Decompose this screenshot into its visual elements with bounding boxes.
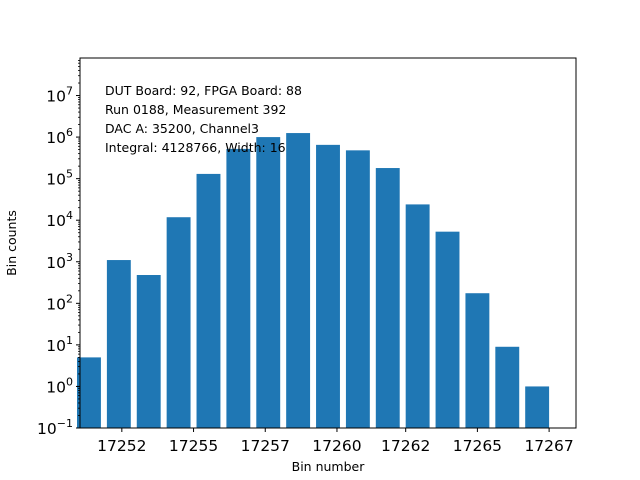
annotation-line: DUT Board: 92, FPGA Board: 88 (105, 83, 302, 98)
y-tick-label: 100 (46, 375, 73, 396)
bar-17258 (286, 133, 311, 428)
bars-group (77, 133, 550, 429)
x-axis-ticks: 17252 17255 17257 17260 17262 17265 17267 (97, 428, 574, 455)
bar-17259 (316, 144, 340, 429)
x-tick-label: 17260 (312, 437, 361, 455)
bar-17257 (256, 137, 281, 428)
bar-17261 (375, 168, 400, 429)
y-tick-label: 10−1 (37, 417, 73, 438)
bar-17266 (525, 386, 550, 428)
annotation-line: Integral: 4128766, Width: 16 (105, 140, 286, 155)
x-tick-label: 17252 (97, 437, 146, 455)
y-tick-label: 103 (46, 251, 73, 272)
bar-17264 (465, 293, 490, 428)
bar-17251 (77, 357, 101, 428)
x-tick-label: 17267 (524, 437, 573, 455)
x-tick-label: 17255 (169, 437, 218, 455)
annotation-line: DAC A: 35200, Channel3 (105, 121, 259, 136)
x-tick-label: 17262 (381, 437, 430, 455)
y-axis-ticks: 10−1 100 101 102 103 104 105 106 107 (37, 60, 80, 438)
bar-17254 (166, 217, 191, 428)
y-tick-label: 102 (46, 292, 73, 313)
y-tick-label: 101 (46, 334, 73, 355)
y-tick-label: 106 (46, 126, 73, 147)
annotation-line: Run 0188, Measurement 392 (105, 102, 286, 117)
annotation-block: DUT Board: 92, FPGA Board: 88 Run 0188, M… (105, 83, 302, 155)
bar-17253 (136, 275, 161, 428)
bar-17260 (345, 150, 370, 428)
y-tick-label: 105 (46, 168, 73, 189)
y-tick-label: 107 (46, 85, 73, 106)
x-tick-label: 17257 (241, 437, 290, 455)
y-tick-label: 104 (46, 209, 73, 230)
bar-17263 (435, 231, 460, 428)
bar-17262 (405, 204, 430, 428)
bar-17255 (196, 173, 221, 428)
y-axis-label: Bin counts (4, 210, 19, 276)
bar-17252 (106, 260, 131, 428)
bar-17265 (495, 346, 520, 428)
x-tick-label: 17265 (453, 437, 502, 455)
x-axis-label: Bin number (292, 459, 366, 474)
bar-17256 (226, 148, 251, 428)
plot-frame (79, 57, 577, 429)
